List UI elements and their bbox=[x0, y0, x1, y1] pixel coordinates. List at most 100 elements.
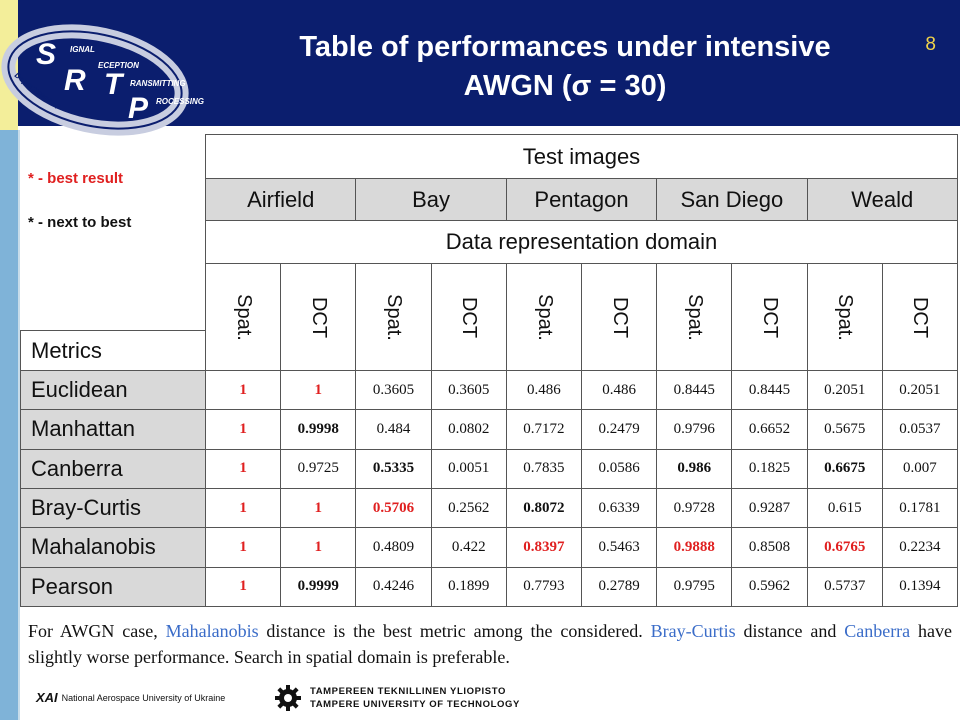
header-domain-dct: DCT bbox=[581, 263, 658, 371]
value-cell-mahalanobis: 0.2234 bbox=[881, 527, 958, 568]
page-number: 8 bbox=[925, 34, 936, 55]
value-cell-manhattan: 0.6652 bbox=[731, 409, 808, 450]
value-cell-euclidean: 1 bbox=[280, 370, 357, 411]
metric-euclidean: Euclidean bbox=[20, 370, 206, 411]
value-cell-euclidean: 0.8445 bbox=[656, 370, 733, 411]
national-aerospace-logo-mark: XAI bbox=[36, 690, 58, 705]
value-cell-bray-curtis: 0.1781 bbox=[881, 488, 958, 529]
value-cell-manhattan: 0.0802 bbox=[430, 409, 507, 450]
footer-tampere: TAMPEREEN TEKNILLINEN YLIOPISTO TAMPERE … bbox=[274, 684, 520, 712]
value-cell-mahalanobis: 0.9888 bbox=[656, 527, 733, 568]
value-cell-manhattan: 1 bbox=[205, 409, 282, 450]
value-cell-euclidean: 0.2051 bbox=[881, 370, 958, 411]
value-cell-euclidean: 0.3605 bbox=[430, 370, 507, 411]
value-cell-canberra: 0.986 bbox=[656, 448, 733, 489]
value-cell-euclidean: 0.486 bbox=[505, 370, 582, 411]
value-cell-bray-curtis: 0.9287 bbox=[731, 488, 808, 529]
header-test-images: Test images bbox=[205, 134, 958, 179]
caption-part-1: For AWGN case, bbox=[28, 621, 166, 641]
logo-letter-p: P bbox=[128, 92, 149, 125]
slide-title-line1: Table of performances under intensive bbox=[299, 31, 831, 63]
header-domain-spatial: Spat. bbox=[505, 263, 582, 371]
value-cell-canberra: 0.6675 bbox=[806, 448, 883, 489]
value-cell-mahalanobis: 0.422 bbox=[430, 527, 507, 568]
caption-highlight-canberra: Canberra bbox=[844, 621, 911, 641]
value-cell-mahalanobis: 0.6765 bbox=[806, 527, 883, 568]
value-cell-pearson: 0.5737 bbox=[806, 566, 883, 607]
value-cell-pearson: 0.9795 bbox=[656, 566, 733, 607]
value-cell-euclidean: 0.3605 bbox=[355, 370, 432, 411]
header-image-airfield: Airfield bbox=[205, 178, 357, 221]
value-cell-mahalanobis: 0.8397 bbox=[505, 527, 582, 568]
value-cell-pearson: 0.2789 bbox=[581, 566, 658, 607]
header-domain-dct: DCT bbox=[280, 263, 357, 371]
metric-canberra: Canberra bbox=[20, 448, 206, 489]
value-cell-mahalanobis: 0.8508 bbox=[731, 527, 808, 568]
value-cell-euclidean: 0.8445 bbox=[731, 370, 808, 411]
header-domain-spatial: Spat. bbox=[205, 263, 282, 371]
domain-label: Spat. bbox=[533, 293, 556, 341]
value-cell-pearson: 1 bbox=[205, 566, 282, 607]
srtp-logo: S R T P IGNAL ECEPTION RANSMITTING ROCES… bbox=[1, 24, 204, 136]
value-cell-bray-curtis: 1 bbox=[205, 488, 282, 529]
value-cell-euclidean: 0.486 bbox=[581, 370, 658, 411]
gear-icon bbox=[275, 685, 301, 711]
caption-part-2: distance is the best metric among the co… bbox=[258, 621, 651, 641]
value-cell-pearson: 0.5962 bbox=[731, 566, 808, 607]
domain-label: Spat. bbox=[382, 293, 405, 341]
metric-manhattan: Manhattan bbox=[20, 409, 206, 450]
value-cell-canberra: 1 bbox=[205, 448, 282, 489]
value-cell-canberra: 0.9725 bbox=[280, 448, 357, 489]
value-cell-mahalanobis: 0.4809 bbox=[355, 527, 432, 568]
value-cell-manhattan: 0.9998 bbox=[280, 409, 357, 450]
header-image-san-diego: San Diego bbox=[656, 178, 808, 221]
header-domain-dct: DCT bbox=[731, 263, 808, 371]
header-domain-spatial: Spat. bbox=[355, 263, 432, 371]
logo-word-processing: ROCESSING bbox=[156, 97, 204, 106]
tampere-name: TAMPEREEN TEKNILLINEN YLIOPISTO TAMPERE … bbox=[310, 685, 520, 711]
value-cell-mahalanobis: 0.5463 bbox=[581, 527, 658, 568]
header-domain-dct: DCT bbox=[430, 263, 507, 371]
header-domain-spatial: Spat. bbox=[656, 263, 733, 371]
slide-title-line2: AWGN (σ = 30) bbox=[463, 70, 667, 102]
logo-letter-r: R bbox=[64, 64, 86, 97]
value-cell-bray-curtis: 0.2562 bbox=[430, 488, 507, 529]
value-cell-manhattan: 0.5675 bbox=[806, 409, 883, 450]
value-cell-bray-curtis: 1 bbox=[280, 488, 357, 529]
logo-letter-t: T bbox=[104, 68, 125, 101]
legend-next-to-best: * - next to best bbox=[28, 214, 132, 231]
value-cell-mahalanobis: 1 bbox=[280, 527, 357, 568]
value-cell-canberra: 0.5335 bbox=[355, 448, 432, 489]
value-cell-bray-curtis: 0.5706 bbox=[355, 488, 432, 529]
logo-word-signal: IGNAL bbox=[70, 45, 95, 54]
value-cell-bray-curtis: 0.8072 bbox=[505, 488, 582, 529]
metric-mahalanobis: Mahalanobis bbox=[20, 527, 206, 568]
value-cell-manhattan: 0.9796 bbox=[656, 409, 733, 450]
summary-caption: For AWGN case, Mahalanobis distance is t… bbox=[28, 618, 952, 670]
left-accent-bar-blue bbox=[0, 130, 18, 720]
value-cell-canberra: 0.1825 bbox=[731, 448, 808, 489]
domain-label: Spat. bbox=[834, 293, 857, 341]
value-cell-manhattan: 0.2479 bbox=[581, 409, 658, 450]
value-cell-canberra: 0.0051 bbox=[430, 448, 507, 489]
domain-label: DCT bbox=[608, 296, 631, 338]
caption-highlight-bray-curtis: Bray-Curtis bbox=[650, 621, 736, 641]
value-cell-euclidean: 1 bbox=[205, 370, 282, 411]
caption-highlight-mahalanobis: Mahalanobis bbox=[165, 621, 259, 641]
legend-best-result: * - best result bbox=[28, 170, 124, 187]
value-cell-bray-curtis: 0.9728 bbox=[656, 488, 733, 529]
header-metrics: Metrics bbox=[20, 330, 206, 371]
logo-word-reception: ECEPTION bbox=[98, 61, 139, 70]
caption-part-3: distance and bbox=[735, 621, 845, 641]
slide-title: Table of performances under intensive AW… bbox=[230, 28, 900, 106]
value-cell-pearson: 0.1899 bbox=[430, 566, 507, 607]
domain-label: DCT bbox=[909, 296, 932, 338]
value-cell-bray-curtis: 0.6339 bbox=[581, 488, 658, 529]
value-cell-canberra: 0.007 bbox=[881, 448, 958, 489]
value-cell-pearson: 0.7793 bbox=[505, 566, 582, 607]
domain-label: DCT bbox=[458, 296, 481, 338]
domain-label: DCT bbox=[758, 296, 781, 338]
header-domain: Data representation domain bbox=[205, 220, 958, 264]
value-cell-manhattan: 0.484 bbox=[355, 409, 432, 450]
left-accent-bar-line bbox=[18, 130, 20, 720]
